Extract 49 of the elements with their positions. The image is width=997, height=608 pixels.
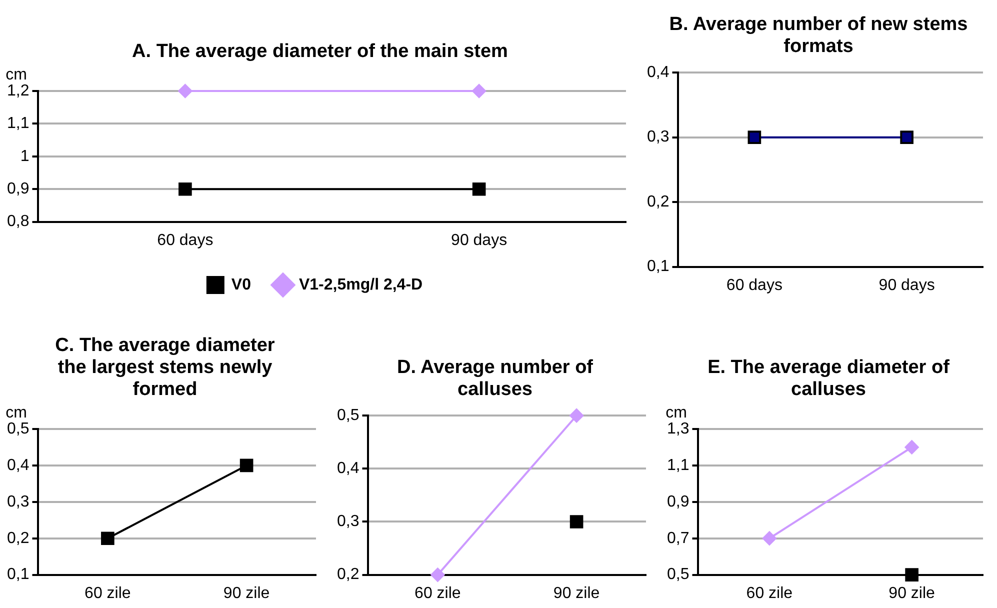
y-tick-label: 0,4	[646, 64, 670, 82]
chart-title: D. Average number of calluses	[396, 357, 594, 401]
y-tick-label: 0,1	[646, 258, 670, 276]
y-tick-label: 0,5	[6, 420, 30, 438]
y-tick-label: 0,2	[6, 530, 30, 547]
y-tick-label: 0,8	[6, 213, 30, 230]
x-tick-label: 90 days	[878, 276, 935, 294]
point	[570, 515, 584, 528]
point	[430, 568, 445, 582]
x-tick-label: 60 zile	[414, 584, 461, 602]
chart-title: E. The average diameter of calluses	[706, 357, 950, 401]
y-tick-label: 0,9	[666, 493, 690, 510]
y-tick-label: 0,5	[336, 407, 360, 424]
point	[904, 440, 919, 454]
y-tick-label: 0,3	[336, 513, 360, 530]
y-tick-label: 0,7	[666, 530, 690, 547]
point	[570, 408, 584, 423]
chart-title: B. Average number of new stems formats	[668, 14, 968, 58]
x-tick-label: 90 days	[451, 232, 508, 249]
x-tick-label: 90 zile	[553, 584, 600, 602]
y-tick-label: 1	[20, 148, 30, 165]
x-tick-label: 60 zile	[84, 584, 131, 602]
chart-title: A. The average diameter of the main stem	[131, 41, 509, 63]
chart-title: C. The average diameter the largest stems newly formed	[54, 335, 276, 401]
x-tick-label: 90 zile	[223, 584, 270, 602]
y-tick-label: 0,5	[666, 566, 690, 584]
x-tick-label: 60 days	[726, 276, 782, 294]
legend-label: V0	[231, 276, 252, 294]
x-tick-label: 60 days	[157, 232, 214, 249]
x-tick-label: 60 zile	[746, 584, 793, 602]
y-axis-title: cm	[6, 404, 27, 422]
y-axis-title: cm	[6, 66, 27, 84]
legend-label: V1-2,5mg/l 2,4-D	[298, 276, 423, 294]
y-tick-label: 0,3	[646, 128, 670, 146]
y-tick-label: 1,3	[666, 420, 690, 438]
y-tick-label: 0,1	[6, 566, 30, 584]
y-tick-label: 1,2	[6, 82, 30, 100]
point	[762, 531, 776, 546]
y-tick-label: 0,4	[336, 460, 360, 478]
point	[905, 568, 918, 582]
x-tick-label: 90 zile	[888, 584, 936, 602]
y-tick-label: 0,9	[6, 180, 30, 198]
y-tick-label: 0,4	[6, 456, 30, 474]
y-axis-title: cm	[666, 404, 687, 422]
y-tick-label: 0,2	[336, 566, 360, 584]
y-tick-label: 0,2	[646, 193, 670, 210]
y-tick-label: 0,3	[6, 493, 30, 510]
y-tick-label: 1,1	[666, 456, 690, 474]
y-tick-label: 1,1	[6, 115, 30, 132]
